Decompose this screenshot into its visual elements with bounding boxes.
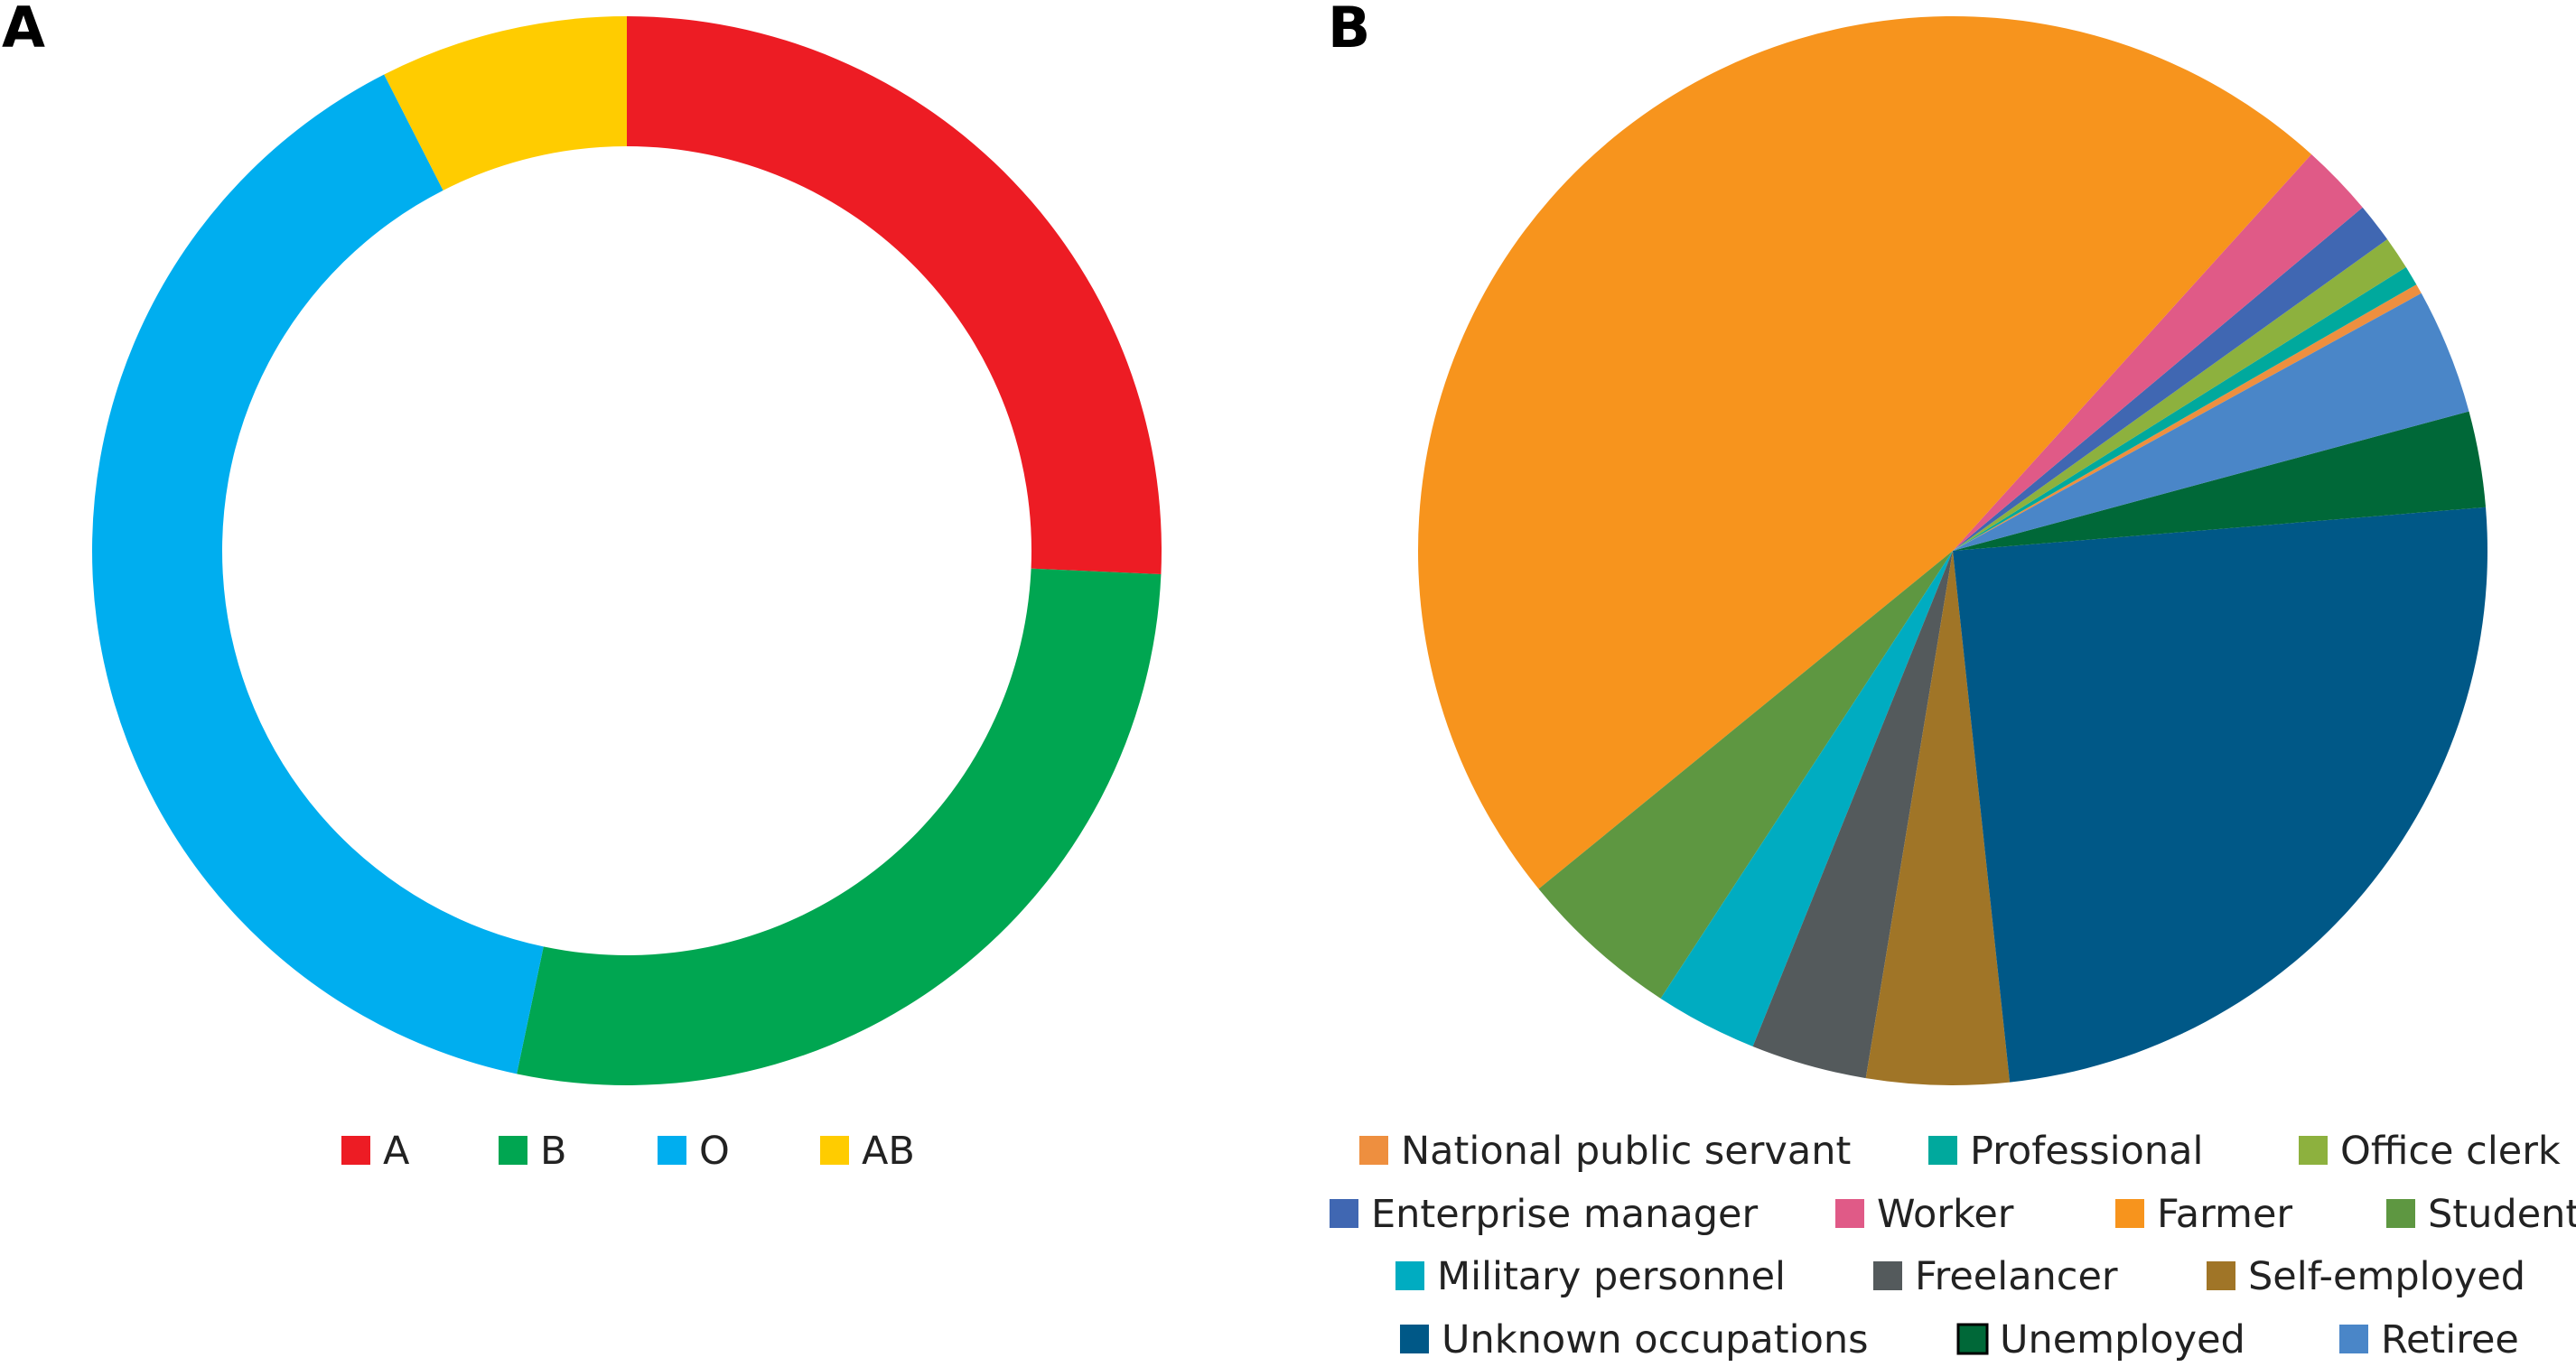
legend-label: Self-employed <box>2248 1254 2525 1299</box>
legend-item-self-employed: Self-employed <box>2207 1254 2525 1299</box>
legend-swatch <box>1956 1323 1989 1355</box>
legend-item-a: A <box>341 1129 410 1174</box>
legend-label: Unknown occupations <box>1442 1317 1869 1362</box>
legend-label: O <box>699 1129 730 1174</box>
legend-swatch <box>2115 1199 2144 1228</box>
legend-item-office-clerk: Office clerk <box>2299 1129 2561 1174</box>
legend-label: B <box>540 1129 567 1174</box>
legend-item-military-personnel: Military personnel <box>1395 1254 1786 1299</box>
slice-retiree <box>1953 293 2469 551</box>
legend-item-o: O <box>658 1129 730 1174</box>
legend-label: Student <box>2428 1192 2576 1237</box>
slice-student <box>1538 551 1953 999</box>
slice-national-public-servant <box>1953 284 2422 551</box>
legend-label: Enterprise manager <box>1371 1192 1758 1237</box>
legend-label: Professional <box>1970 1129 2203 1174</box>
legend-swatch <box>1400 1325 1429 1353</box>
slice-b <box>517 568 1162 1086</box>
legend-item-retiree: Retiree <box>2339 1317 2519 1362</box>
slice-worker <box>1953 153 2363 552</box>
occupation-pie-chart <box>1417 15 2487 1086</box>
legend-swatch <box>1873 1261 1902 1290</box>
blood-type-legend: A B O AB <box>341 1129 915 1174</box>
panel-b-label: B <box>1328 0 1370 60</box>
panel-a-label: A <box>2 0 45 60</box>
legend-swatch <box>658 1136 686 1165</box>
legend-item-farmer: Farmer <box>2115 1192 2292 1237</box>
legend-swatch <box>2339 1325 2368 1353</box>
legend-swatch <box>2207 1261 2235 1290</box>
panel-a: A A B O AB <box>2 0 1162 1174</box>
legend-item-unknown-occupations: Unknown occupations <box>1400 1317 1869 1362</box>
legend-item-student: Student <box>2386 1192 2576 1237</box>
slice-self-employed <box>1865 551 2011 1086</box>
slice-freelancer <box>1752 551 1953 1079</box>
legend-label: Military personnel <box>1437 1254 1786 1299</box>
panel-b: B National public servant Professional Off… <box>1328 0 2576 1362</box>
slice-professional <box>1953 266 2417 551</box>
slice-unemployed <box>1953 411 2487 551</box>
legend-swatch <box>1330 1199 1358 1228</box>
legend-label: Worker <box>1877 1192 2014 1237</box>
legend-item-freelancer: Freelancer <box>1873 1254 2118 1299</box>
legend-item-b: B <box>499 1129 567 1174</box>
legend-label: Unemployed <box>2000 1317 2245 1362</box>
slice-a <box>627 16 1162 575</box>
legend-item-unemployed: Unemployed <box>1956 1317 2245 1362</box>
slice-farmer <box>1417 15 2312 889</box>
legend-label: National public servant <box>1401 1129 1851 1174</box>
legend-item-national-public-servant: National public servant <box>1359 1129 1851 1174</box>
legend-swatch <box>1928 1136 1957 1165</box>
legend-swatch <box>2386 1199 2415 1228</box>
slice-enterprise-manager <box>1953 207 2388 551</box>
slice-o <box>91 74 544 1074</box>
slice-ab <box>384 16 627 191</box>
legend-label: Freelancer <box>1915 1254 2118 1299</box>
legend-swatch <box>1395 1261 1424 1290</box>
legend-swatch <box>820 1136 849 1165</box>
slice-office-clerk <box>1953 239 2406 551</box>
legend-swatch <box>499 1136 527 1165</box>
legend-swatch <box>341 1136 370 1165</box>
blood-type-donut-chart <box>91 16 1162 1086</box>
legend-item-worker: Worker <box>1835 1192 2014 1237</box>
legend-label: A <box>383 1129 410 1174</box>
legend-item-enterprise-manager: Enterprise manager <box>1330 1192 1758 1237</box>
slice-unknown-occupations <box>1953 507 2487 1083</box>
slice-military-personnel <box>1660 551 1953 1047</box>
legend-swatch <box>1835 1199 1864 1228</box>
legend-item-ab: AB <box>820 1129 915 1174</box>
legend-label: Farmer <box>2157 1192 2292 1237</box>
legend-item-professional: Professional <box>1928 1129 2203 1174</box>
occupation-legend: National public servant Professional Offic… <box>1330 1129 2576 1362</box>
legend-label: Office clerk <box>2340 1129 2561 1174</box>
legend-label: AB <box>862 1129 915 1174</box>
legend-swatch <box>1359 1136 1388 1165</box>
legend-swatch <box>2299 1136 2328 1165</box>
legend-label: Retiree <box>2381 1317 2519 1362</box>
